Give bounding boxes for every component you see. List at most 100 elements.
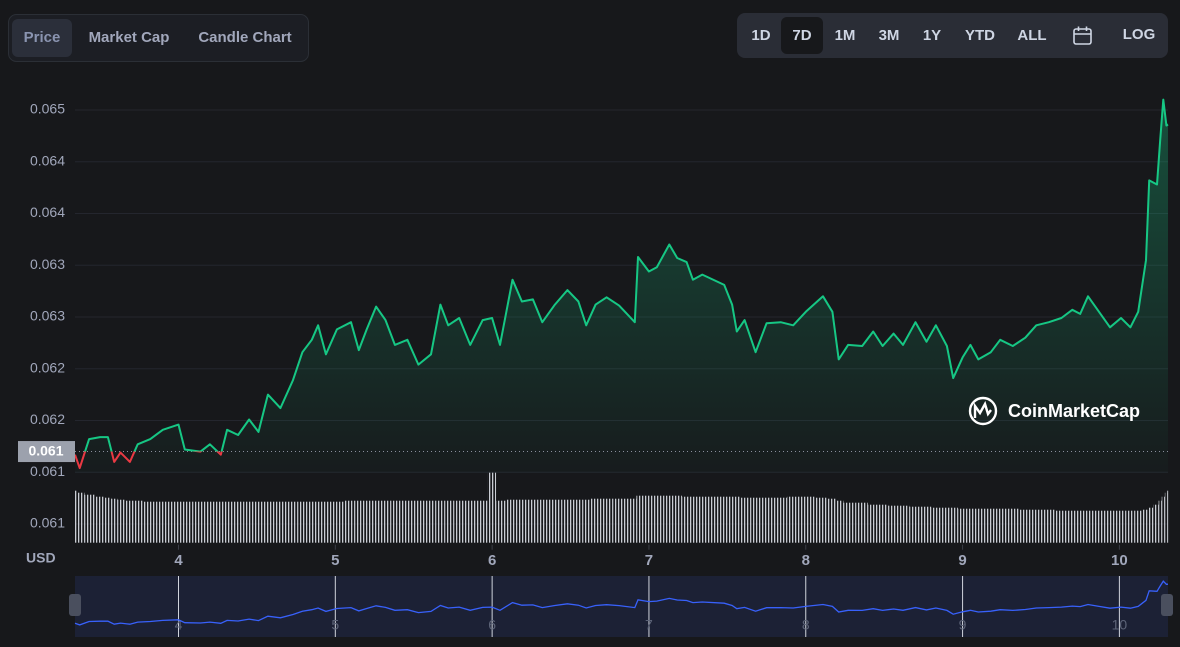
volume-bar — [1019, 509, 1031, 543]
navigator-tick-label: 4 — [175, 617, 183, 633]
navigator-tick-label: 7 — [645, 617, 653, 633]
volume-bar — [728, 496, 735, 543]
volume-bar — [941, 507, 951, 543]
range-button[interactable]: 1M — [835, 27, 856, 44]
volume-bar — [1066, 510, 1077, 543]
navigator-handle-right[interactable] — [1161, 594, 1173, 616]
volume-bar — [75, 490, 78, 543]
volume-bar — [1115, 510, 1126, 543]
range-button[interactable]: 1Y — [923, 27, 941, 44]
volume-bar — [1161, 496, 1165, 543]
navigator-handles[interactable] — [69, 594, 1173, 616]
range-button[interactable]: 1D — [751, 27, 770, 44]
x-tick-label: 6 — [488, 552, 496, 569]
navigator: 4 5 6 7 8 9 10 — [74, 576, 1169, 637]
volume-bar — [548, 499, 562, 543]
volume-bar — [496, 500, 507, 543]
volume-bar — [1147, 507, 1154, 543]
volume-bar — [673, 495, 682, 543]
volume-bar — [572, 499, 583, 543]
volume-bar — [117, 499, 126, 543]
volume-bar — [601, 498, 613, 543]
tab-group — [8, 14, 309, 62]
volume-bar — [713, 496, 729, 543]
volume-bar — [517, 499, 528, 543]
volume-bar — [143, 501, 157, 543]
y-tick-label: 0.064 — [30, 204, 65, 220]
x-tick-label: 10 — [1111, 552, 1128, 569]
navigator-handle-left[interactable] — [69, 594, 81, 616]
range-button[interactable]: YTD — [965, 27, 995, 44]
volume-bar — [855, 502, 868, 543]
volume-bar — [94, 496, 105, 543]
volume-bar — [663, 495, 674, 543]
volume-bar — [232, 501, 244, 543]
volume-bar — [1167, 490, 1169, 543]
volume-bar — [286, 501, 298, 543]
volume-bar — [1093, 510, 1105, 543]
volume-bar — [773, 497, 787, 543]
volume-bar — [636, 495, 644, 543]
watermark: CoinMarketCap — [1008, 401, 1140, 421]
volume-bar — [995, 508, 1007, 543]
volume-bar — [274, 501, 287, 543]
navigator-tick-label: 10 — [1112, 617, 1128, 633]
volume-bar — [380, 500, 391, 543]
volume-bar — [867, 504, 878, 543]
volume-bar — [1158, 500, 1162, 543]
volume-bar — [626, 498, 637, 543]
tab[interactable]: Candle Chart — [198, 29, 291, 46]
volume-bar — [444, 500, 454, 543]
tab[interactable]: Market Cap — [89, 29, 170, 46]
price-line — [74, 98, 1169, 470]
volume-bar — [506, 499, 518, 543]
volume-bar — [835, 500, 844, 543]
volume-bar — [921, 506, 932, 543]
volume-bar — [390, 500, 402, 543]
volume-bar — [681, 496, 690, 543]
volume-bar — [243, 501, 254, 543]
volume-bar — [799, 496, 815, 543]
volume-bar — [476, 500, 488, 543]
range-group — [737, 13, 1168, 58]
volume-bar — [253, 501, 264, 543]
currency-label: USD — [26, 550, 56, 566]
y-tick-label: 0.061 — [30, 515, 65, 531]
range-button[interactable]: ALL — [1017, 27, 1046, 44]
volume-bar — [957, 508, 967, 543]
volume-bar — [487, 472, 497, 543]
volume-bar — [984, 508, 996, 543]
volume-bar — [1006, 508, 1020, 543]
volume-bar — [1164, 492, 1168, 543]
volume-bar — [1030, 509, 1043, 543]
volume-bar — [561, 499, 573, 543]
volume-bar — [827, 498, 836, 543]
y-tick-label: 0.064 — [30, 152, 65, 168]
range-button[interactable]: 3M — [879, 27, 900, 44]
navigator-tick-label: 6 — [488, 617, 496, 633]
tab[interactable]: Price — [24, 29, 61, 46]
volume-bar — [111, 498, 118, 543]
volume-bar — [1153, 504, 1159, 543]
volume-bar — [527, 499, 538, 543]
price-area — [75, 99, 1168, 473]
volume-bar — [786, 496, 800, 543]
volume-bar — [1125, 510, 1135, 543]
volume-bar — [223, 501, 233, 543]
watermark-logo — [968, 396, 998, 426]
volume-bar — [843, 502, 856, 543]
volume-bar — [343, 500, 355, 543]
volume-bar — [453, 500, 465, 543]
x-tick-label: 4 — [174, 552, 183, 569]
volume-bar — [950, 507, 958, 543]
log-toggle[interactable]: LOG — [1123, 26, 1156, 43]
range-active-bg — [781, 17, 823, 54]
calendar-icon[interactable] — [1073, 26, 1092, 45]
range-button[interactable]: 7D — [792, 27, 811, 44]
volume-bar — [84, 494, 95, 543]
baseline-tag — [18, 441, 75, 463]
y-tick-label: 0.065 — [30, 101, 65, 117]
navigator-tick-label: 5 — [331, 617, 339, 633]
volume-bar — [652, 495, 664, 543]
